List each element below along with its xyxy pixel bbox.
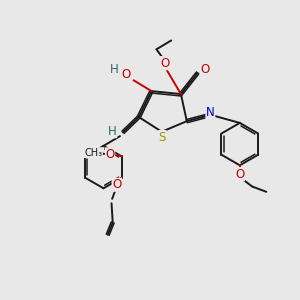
- Text: O: O: [112, 178, 122, 191]
- Text: S: S: [159, 130, 166, 143]
- Text: N: N: [206, 106, 215, 119]
- Text: O: O: [235, 168, 244, 181]
- Text: H: H: [108, 125, 117, 138]
- Text: H: H: [110, 63, 119, 76]
- Text: O: O: [122, 68, 131, 81]
- Text: O: O: [160, 57, 169, 70]
- Text: O: O: [200, 63, 210, 76]
- Text: O: O: [105, 148, 115, 161]
- Text: CH₃: CH₃: [84, 148, 102, 158]
